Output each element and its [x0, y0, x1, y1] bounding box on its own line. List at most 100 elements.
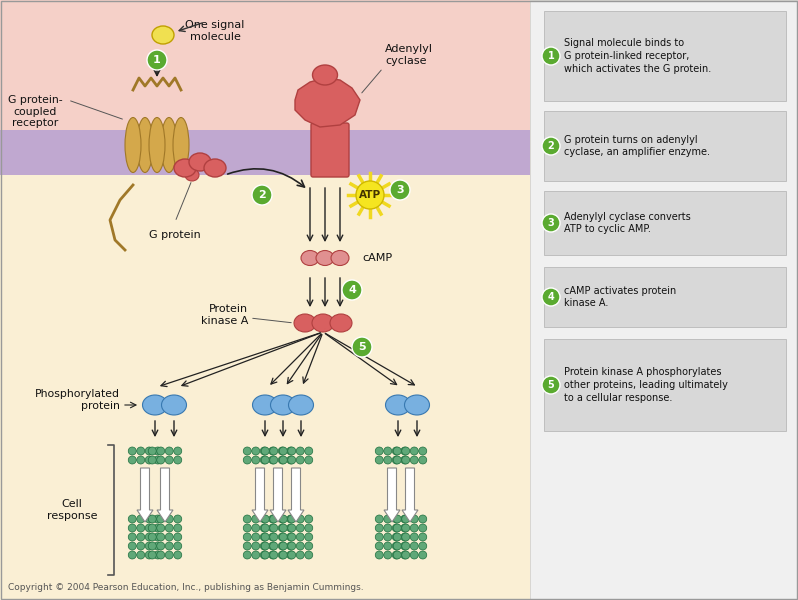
Ellipse shape [125, 118, 141, 173]
FancyArrow shape [137, 468, 153, 522]
Ellipse shape [161, 118, 177, 173]
Circle shape [542, 376, 560, 394]
Circle shape [288, 551, 296, 559]
Circle shape [419, 515, 427, 523]
Circle shape [393, 533, 401, 541]
Circle shape [375, 533, 383, 541]
Circle shape [410, 515, 418, 523]
FancyArrow shape [252, 468, 268, 522]
Circle shape [288, 447, 296, 455]
Circle shape [384, 515, 392, 523]
Circle shape [260, 533, 268, 541]
Ellipse shape [143, 395, 168, 415]
Text: 3: 3 [396, 185, 404, 195]
FancyBboxPatch shape [0, 0, 530, 130]
Circle shape [148, 551, 156, 559]
Circle shape [154, 515, 162, 523]
Circle shape [261, 524, 269, 532]
Circle shape [410, 533, 418, 541]
Circle shape [147, 50, 167, 70]
Text: Copyright © 2004 Pearson Education, Inc., publishing as Benjamin Cummings.: Copyright © 2004 Pearson Education, Inc.… [8, 583, 364, 592]
Text: G protein-
coupled
receptor: G protein- coupled receptor [8, 95, 62, 128]
Circle shape [393, 447, 401, 455]
Circle shape [401, 524, 409, 532]
Ellipse shape [405, 395, 429, 415]
Circle shape [269, 515, 277, 523]
Circle shape [375, 456, 383, 464]
Text: cAMP: cAMP [362, 253, 392, 263]
FancyBboxPatch shape [544, 191, 786, 255]
Circle shape [154, 542, 162, 550]
Circle shape [296, 542, 304, 550]
Circle shape [145, 447, 153, 455]
Circle shape [410, 551, 418, 559]
Circle shape [165, 542, 173, 550]
Ellipse shape [152, 26, 174, 44]
Circle shape [174, 551, 182, 559]
Circle shape [419, 447, 427, 455]
Ellipse shape [301, 251, 319, 265]
Circle shape [286, 515, 294, 523]
Circle shape [148, 533, 156, 541]
FancyArrow shape [384, 468, 400, 522]
Text: 1: 1 [153, 55, 161, 65]
FancyBboxPatch shape [544, 267, 786, 327]
Circle shape [401, 533, 409, 541]
Circle shape [260, 456, 268, 464]
Circle shape [419, 533, 427, 541]
Circle shape [375, 447, 383, 455]
Circle shape [393, 524, 401, 532]
Text: Signal molecule binds to
G protein-linked receptor,
which activates the G protei: Signal molecule binds to G protein-linke… [564, 38, 711, 74]
Circle shape [261, 456, 269, 464]
Circle shape [305, 551, 313, 559]
Circle shape [401, 515, 409, 523]
Ellipse shape [294, 314, 316, 332]
Text: Cell
response: Cell response [47, 499, 97, 521]
Ellipse shape [149, 118, 165, 173]
Circle shape [288, 524, 296, 532]
Ellipse shape [289, 395, 314, 415]
Text: cAMP activates protein
kinase A.: cAMP activates protein kinase A. [564, 286, 676, 308]
Circle shape [260, 515, 268, 523]
Ellipse shape [331, 251, 349, 265]
Circle shape [145, 524, 153, 532]
Circle shape [375, 524, 383, 532]
Circle shape [288, 515, 296, 523]
Circle shape [305, 447, 313, 455]
FancyArrowPatch shape [227, 169, 305, 187]
Circle shape [401, 447, 409, 455]
Circle shape [393, 524, 401, 532]
Circle shape [243, 447, 251, 455]
Circle shape [251, 447, 260, 455]
Ellipse shape [173, 118, 189, 173]
FancyBboxPatch shape [0, 130, 530, 175]
Circle shape [128, 447, 136, 455]
Circle shape [286, 524, 294, 532]
Circle shape [154, 524, 162, 532]
Circle shape [128, 533, 136, 541]
Circle shape [251, 456, 260, 464]
Circle shape [251, 524, 260, 532]
Circle shape [165, 533, 173, 541]
Text: G protein: G protein [149, 230, 201, 240]
Circle shape [154, 551, 162, 559]
Ellipse shape [316, 251, 334, 265]
Circle shape [174, 447, 182, 455]
Circle shape [148, 515, 156, 523]
Circle shape [375, 542, 383, 550]
Circle shape [375, 551, 383, 559]
Circle shape [260, 447, 268, 455]
Circle shape [401, 533, 409, 541]
Circle shape [393, 542, 401, 550]
Circle shape [136, 542, 144, 550]
Circle shape [384, 456, 392, 464]
Circle shape [401, 447, 409, 455]
Circle shape [279, 515, 286, 523]
Circle shape [174, 542, 182, 550]
Ellipse shape [185, 169, 199, 181]
Circle shape [286, 447, 294, 455]
Circle shape [375, 515, 383, 523]
Circle shape [279, 524, 286, 532]
Text: Phosphorylated
protein: Phosphorylated protein [35, 389, 120, 411]
Circle shape [165, 551, 173, 559]
